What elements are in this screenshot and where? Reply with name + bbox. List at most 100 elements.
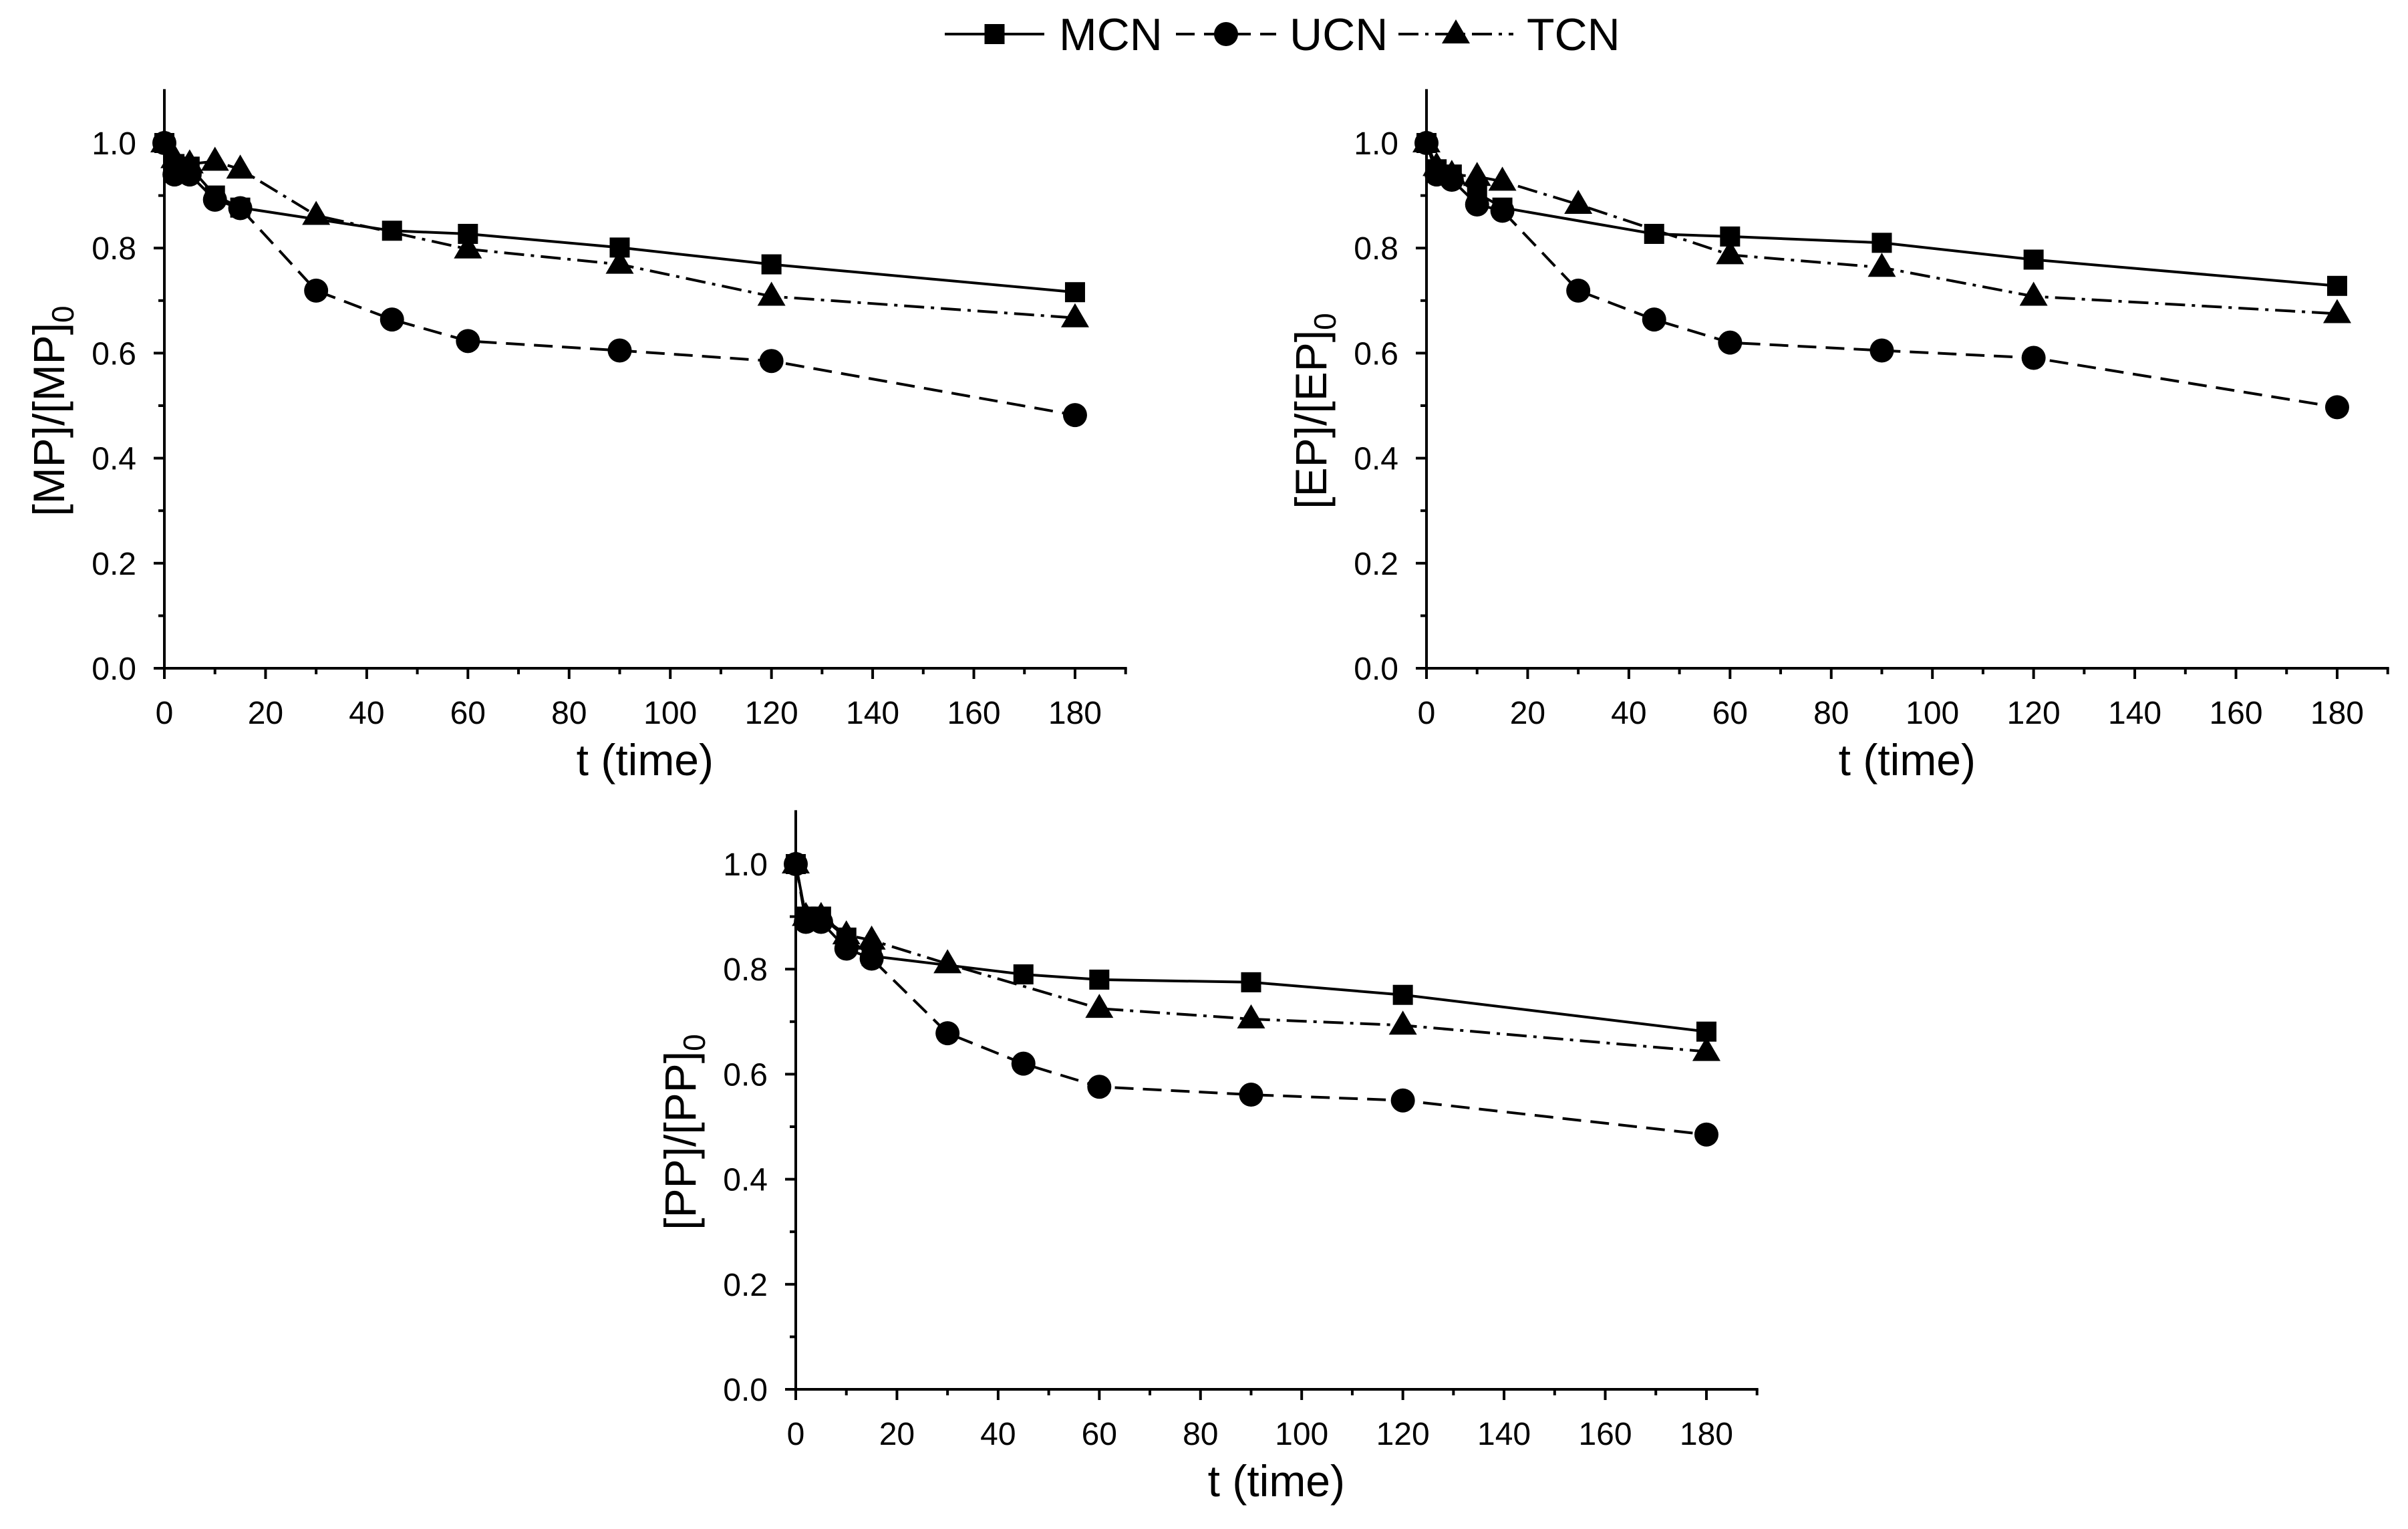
legend-label-tcn: TCN xyxy=(1527,9,1620,60)
legend-marker-circle-icon xyxy=(1214,22,1238,46)
legend-item-ucn: UCN xyxy=(1176,9,1388,60)
data-point-mcn xyxy=(761,254,782,275)
x-tick-label: 0 xyxy=(787,1417,805,1452)
y-axis-label-subscript: 0 xyxy=(1308,313,1342,330)
y-tick-label: 0.8 xyxy=(723,952,768,988)
data-point-mcn xyxy=(2326,275,2347,296)
legend-marker-triangle-icon xyxy=(1442,19,1470,43)
x-tick-label: 40 xyxy=(349,696,384,731)
data-point-mcn xyxy=(1241,972,1261,992)
data-point-tcn xyxy=(1564,189,1593,214)
data-point-mcn xyxy=(1392,984,1413,1005)
series-tcn xyxy=(150,128,1089,327)
data-point-tcn xyxy=(857,925,886,950)
data-point-ucn xyxy=(1566,278,1591,303)
data-point-ucn xyxy=(1869,338,1894,363)
x-tick-label: 60 xyxy=(1712,696,1748,731)
x-tick-label: 120 xyxy=(2007,696,2061,731)
x-tick-label: 120 xyxy=(1376,1417,1430,1452)
y-tick-label: 0.8 xyxy=(92,231,136,267)
series-tcn xyxy=(1412,128,2351,323)
data-point-tcn xyxy=(757,281,786,306)
data-point-ucn xyxy=(1642,307,1666,332)
y-tick-label: 0.4 xyxy=(92,442,136,477)
data-point-tcn xyxy=(806,901,835,926)
data-point-tcn xyxy=(150,128,178,152)
y-tick-label: 0.6 xyxy=(723,1057,768,1093)
data-point-mcn xyxy=(1064,282,1085,303)
x-axis-label: t (time) xyxy=(1839,735,1976,785)
data-point-tcn xyxy=(832,920,861,945)
data-point-tcn xyxy=(1237,1004,1265,1028)
x-tick-label: 100 xyxy=(1275,1417,1328,1452)
x-tick-label: 160 xyxy=(947,696,1000,731)
y-tick-label: 0.0 xyxy=(92,652,136,687)
data-point-ucn xyxy=(1011,1051,1036,1076)
legend-label-ucn: UCN xyxy=(1290,9,1388,60)
data-point-tcn xyxy=(1388,1010,1417,1035)
y-axis-label-text: [PP]/[PP] xyxy=(655,1051,705,1230)
data-point-tcn xyxy=(1437,160,1466,184)
y-tick-label: 0.4 xyxy=(1354,442,1398,477)
data-point-ucn xyxy=(1490,198,1515,223)
data-point-mcn xyxy=(1644,223,1664,244)
data-point-mcn xyxy=(382,221,402,241)
data-point-tcn xyxy=(933,949,962,974)
y-tick-label: 0.8 xyxy=(1354,231,1398,267)
x-tick-label: 80 xyxy=(1183,1417,1218,1452)
data-point-ucn xyxy=(2021,345,2046,370)
x-tick-label: 180 xyxy=(1048,696,1102,731)
x-tick-label: 140 xyxy=(1477,1417,1531,1452)
x-axis-label: t (time) xyxy=(1208,1456,1345,1506)
data-point-tcn xyxy=(1463,162,1491,186)
x-tick-label: 40 xyxy=(1611,696,1646,731)
x-tick-label: 80 xyxy=(551,696,587,731)
series-line-tcn xyxy=(1425,142,2338,315)
series-line-tcn xyxy=(794,863,1707,1053)
data-point-tcn xyxy=(226,154,255,179)
data-point-tcn xyxy=(454,234,482,259)
legend: MCN UCN TCN xyxy=(945,9,1620,60)
legend-item-mcn: MCN xyxy=(945,9,1163,60)
data-point-mcn xyxy=(1871,233,1892,253)
x-tick-label: 40 xyxy=(980,1417,1016,1452)
x-tick-label: 140 xyxy=(2108,696,2161,731)
y-tick-label: 0.6 xyxy=(92,336,136,372)
y-tick-label: 0.4 xyxy=(723,1163,768,1198)
series-tcn xyxy=(782,849,1720,1061)
data-point-ucn xyxy=(1465,192,1489,217)
y-axis-label-text: [EP]/[EP] xyxy=(1286,330,1336,509)
data-point-tcn xyxy=(2322,299,2351,323)
x-tick-label: 20 xyxy=(248,696,283,731)
x-tick-label: 140 xyxy=(846,696,899,731)
data-point-tcn xyxy=(160,144,189,168)
y-axis-label-text: [MP]/[MP] xyxy=(24,323,73,517)
y-tick-label: 0.2 xyxy=(723,1268,768,1303)
y-tick-label: 0.6 xyxy=(1354,336,1398,372)
y-tick-label: 1.0 xyxy=(1354,126,1398,162)
data-point-tcn xyxy=(200,146,229,171)
data-point-ucn xyxy=(1390,1088,1415,1113)
x-tick-label: 0 xyxy=(1418,696,1436,731)
data-point-ucn xyxy=(1087,1075,1112,1099)
data-point-tcn xyxy=(175,149,204,174)
legend-marker-square-icon xyxy=(984,24,1005,44)
y-tick-label: 0.0 xyxy=(723,1373,768,1408)
data-point-tcn xyxy=(1412,128,1441,152)
y-axis-label-subscript: 0 xyxy=(45,305,80,323)
data-point-ucn xyxy=(1718,330,1743,355)
data-point-tcn xyxy=(1488,166,1517,191)
y-tick-label: 0.2 xyxy=(1354,547,1398,582)
y-tick-label: 1.0 xyxy=(92,126,136,162)
y-axis-label: [EP]/[EP]0 xyxy=(1286,313,1342,509)
x-tick-label: 0 xyxy=(156,696,174,731)
data-point-tcn xyxy=(605,249,634,274)
x-tick-label: 100 xyxy=(643,696,697,731)
data-point-ucn xyxy=(380,307,404,332)
x-tick-label: 20 xyxy=(1510,696,1545,731)
data-point-tcn xyxy=(1692,1036,1720,1061)
x-axis-label: t (time) xyxy=(577,735,714,785)
data-point-ucn xyxy=(228,196,253,221)
